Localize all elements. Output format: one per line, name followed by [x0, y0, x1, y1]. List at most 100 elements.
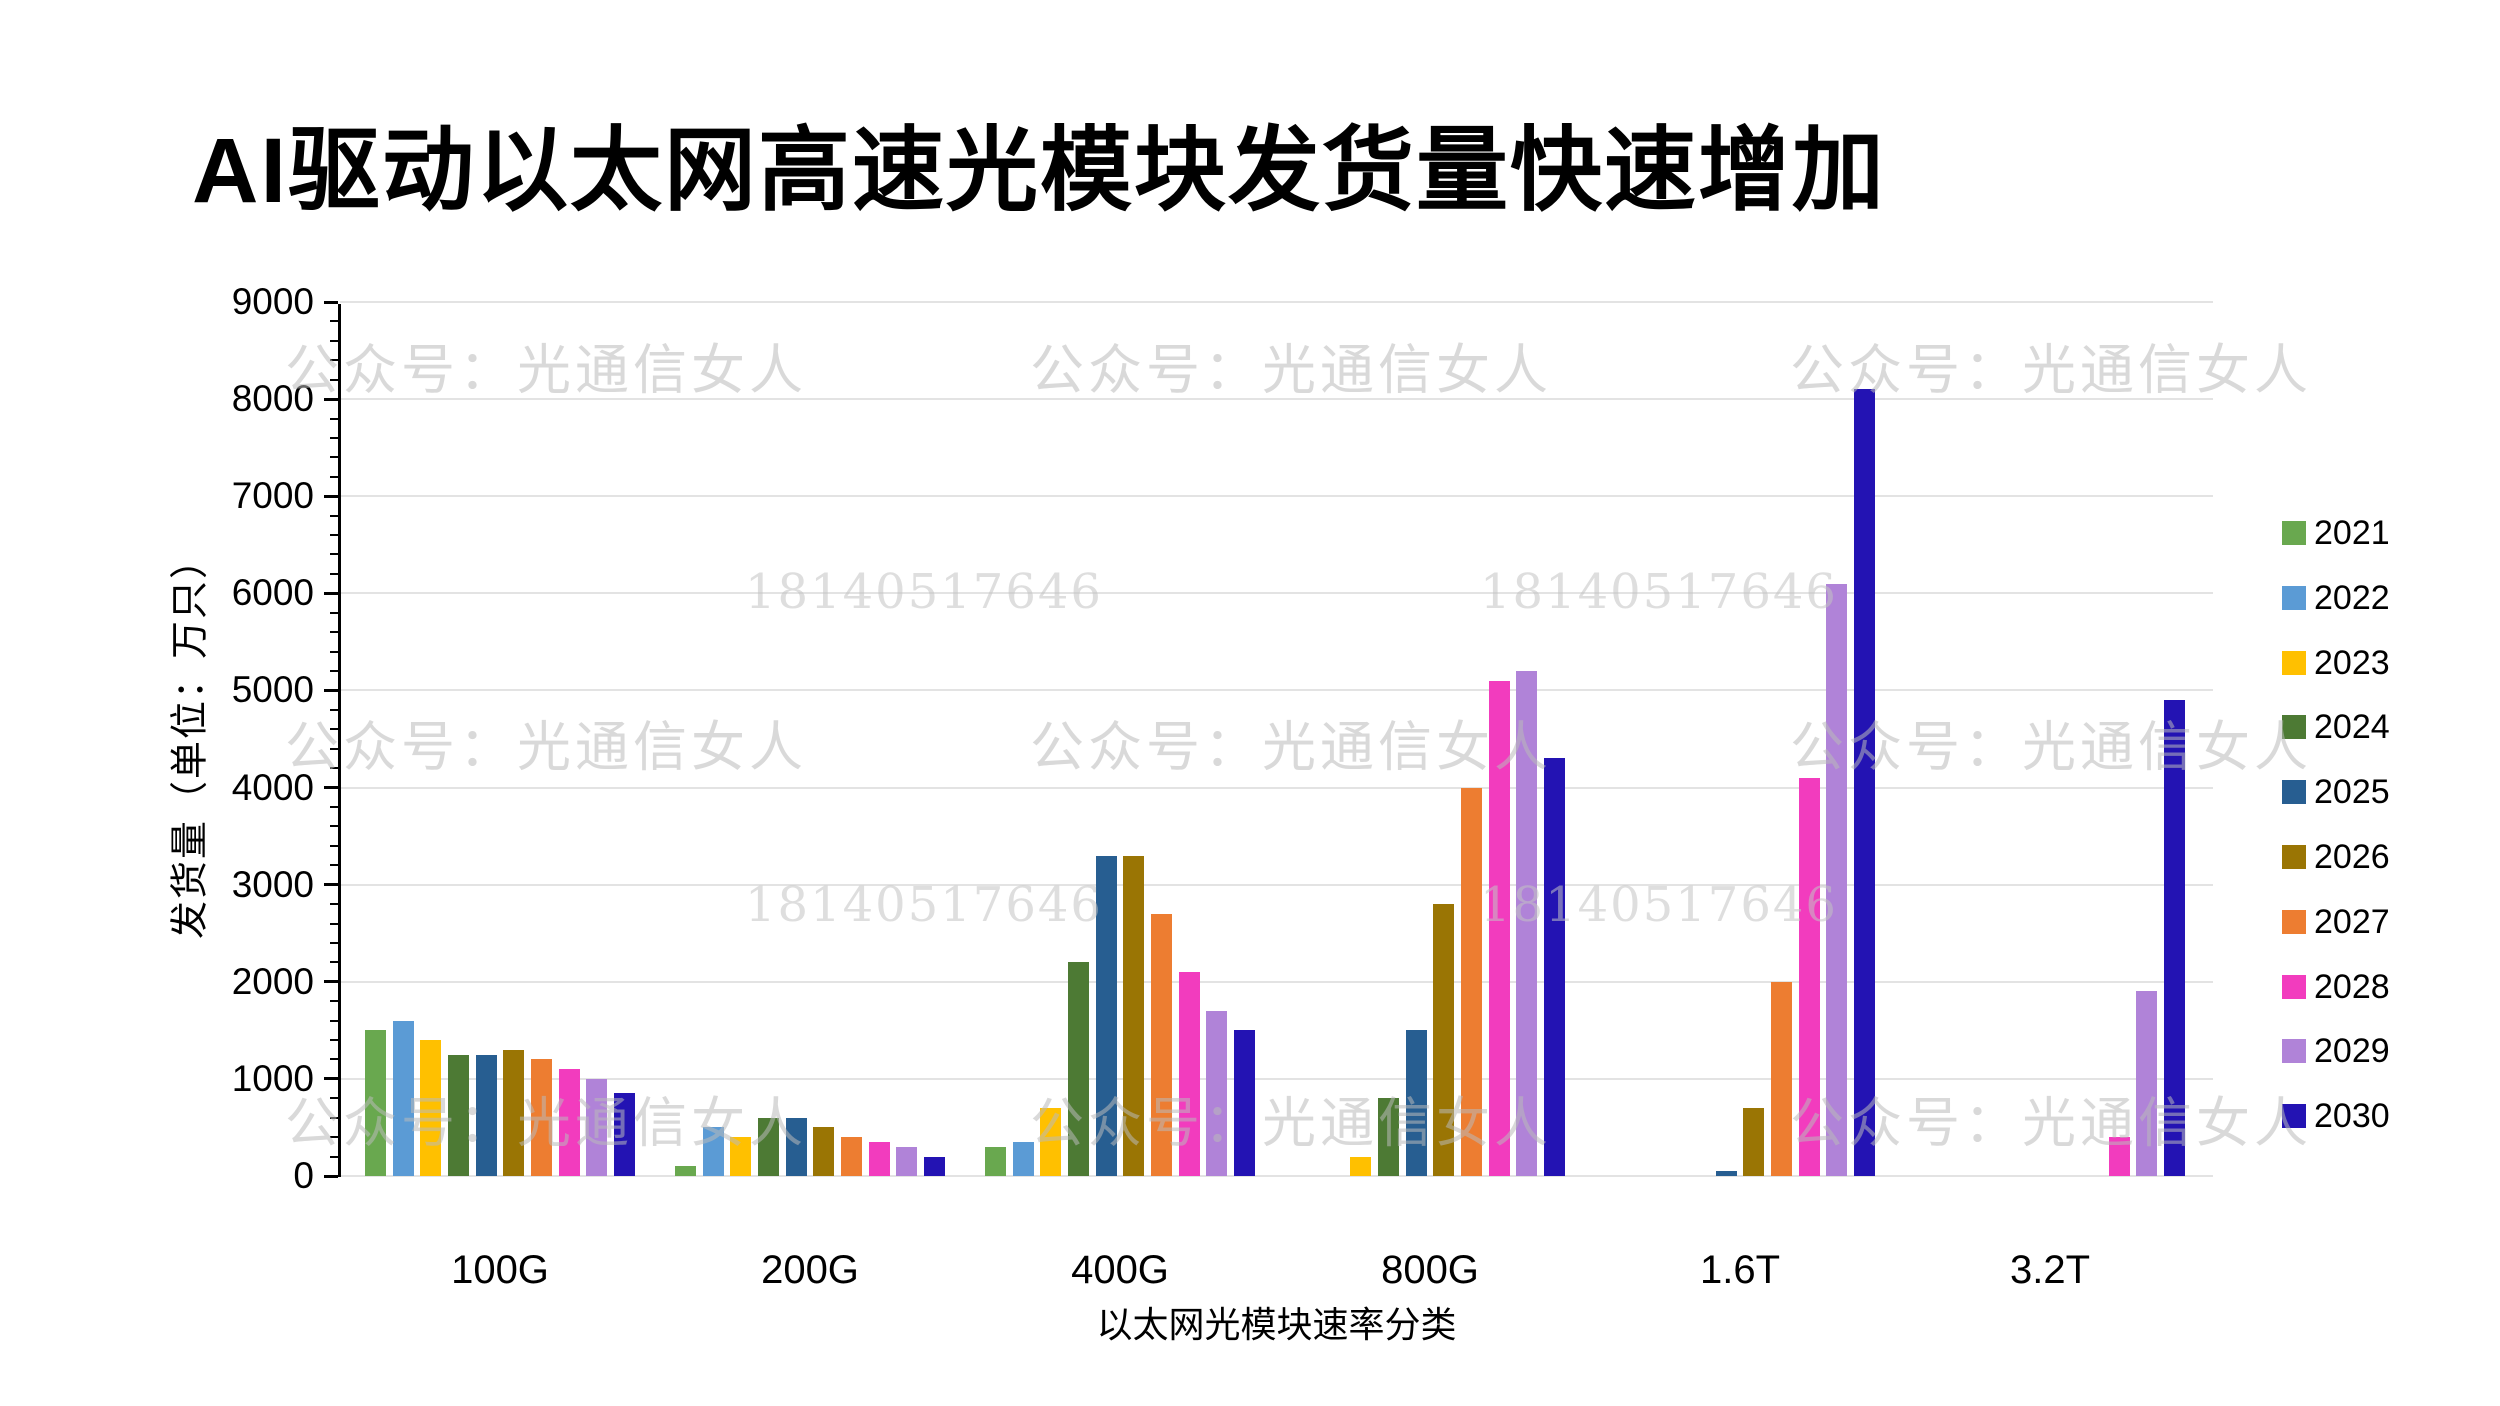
category-label-400G: 400G — [1071, 1248, 1169, 1292]
minor-tick-4400 — [330, 747, 338, 750]
minor-tick-1800 — [330, 1000, 338, 1003]
legend-swatch-2028 — [2282, 974, 2306, 999]
bar-2030-400G — [1234, 1030, 1256, 1176]
legend-label-2023: 2023 — [2314, 643, 2390, 682]
minor-tick-2600 — [330, 922, 338, 925]
legend-label-2026: 2026 — [2314, 838, 2390, 876]
bar-2029-200G — [896, 1146, 918, 1176]
bar-2023-100G — [420, 1040, 442, 1176]
legend-swatch-2021 — [2282, 521, 2306, 545]
legend-item-2023: 2023 — [2282, 646, 2390, 680]
y-tick-label-1000: 1000 — [231, 1057, 314, 1099]
minor-tick-1200 — [330, 1058, 338, 1061]
legend-label-2024: 2024 — [2314, 708, 2390, 747]
minor-tick-6400 — [330, 553, 338, 556]
bar-2030-200G — [924, 1156, 946, 1176]
bar-2023-200G — [730, 1137, 752, 1176]
bar-2025-800G — [1405, 1030, 1427, 1176]
minor-tick-6600 — [330, 534, 338, 537]
minor-tick-200 — [330, 1155, 338, 1158]
legend-swatch-2023 — [2282, 650, 2306, 675]
bar-2021-100G — [364, 1030, 386, 1176]
bar-2028-100G — [558, 1069, 580, 1176]
gridline-8000 — [340, 398, 2213, 401]
major-tick-4000 — [324, 786, 338, 790]
bar-2029-100G — [586, 1078, 608, 1176]
gridline-5000 — [340, 689, 2213, 692]
legend-item-2029: 2029 — [2282, 1034, 2390, 1068]
bar-2027-200G — [841, 1137, 863, 1176]
legend-swatch-2030 — [2282, 1104, 2306, 1129]
y-tick-label-4000: 4000 — [231, 766, 314, 808]
minor-tick-800 — [330, 1097, 338, 1100]
major-tick-7000 — [324, 494, 338, 498]
minor-tick-8400 — [330, 359, 338, 362]
major-tick-5000 — [324, 688, 338, 692]
minor-tick-2200 — [330, 961, 338, 964]
minor-tick-6800 — [330, 514, 338, 517]
category-label-1.6T: 1.6T — [1699, 1248, 1781, 1292]
minor-tick-3400 — [330, 844, 338, 847]
minor-tick-6200 — [330, 572, 338, 575]
major-tick-0 — [324, 1174, 338, 1178]
gridline-4000 — [340, 786, 2213, 789]
bar-2025-200G — [785, 1117, 807, 1176]
bar-2026-800G — [1433, 904, 1455, 1176]
bar-2025-100G — [475, 1054, 497, 1176]
bar-2030-100G — [614, 1093, 636, 1176]
minor-tick-400 — [330, 1136, 338, 1139]
bar-2025-1.6T — [1715, 1171, 1737, 1176]
y-axis-title: 发货量（单位：万只） — [169, 538, 212, 940]
y-tick-label-0: 0 — [293, 1155, 314, 1196]
category-label-200G: 200G — [761, 1248, 859, 1292]
watermark-wechat-0-0: 公众号：光通信女人 — [285, 338, 807, 402]
minor-tick-1600 — [330, 1019, 338, 1022]
gridline-3000 — [340, 883, 2213, 886]
x-axis-title: 以太网光模块速率分类 — [1096, 1304, 1457, 1345]
bar-2026-200G — [813, 1127, 835, 1176]
minor-tick-7600 — [330, 436, 338, 439]
bar-2024-200G — [757, 1117, 779, 1176]
bar-2029-3.2T — [2136, 991, 2158, 1176]
minor-tick-7400 — [330, 456, 338, 459]
bar-2028-400G — [1178, 972, 1200, 1176]
legend-item-2030: 2030 — [2282, 1099, 2390, 1133]
legend-swatch-2024 — [2282, 715, 2306, 740]
bar-2029-1.6T — [1826, 583, 1848, 1176]
legend-swatch-2029 — [2282, 1039, 2306, 1064]
bar-2023-400G — [1040, 1108, 1062, 1176]
major-tick-3000 — [324, 883, 338, 887]
legend-item-2025: 2025 — [2282, 775, 2390, 809]
bar-2027-100G — [531, 1059, 553, 1176]
minor-tick-3600 — [330, 825, 338, 828]
minor-tick-600 — [330, 1116, 338, 1119]
bar-2022-400G — [1012, 1142, 1034, 1176]
bar-2027-400G — [1151, 913, 1173, 1176]
legend-label-2021: 2021 — [2314, 514, 2390, 552]
bar-2023-800G — [1350, 1156, 1372, 1176]
legend-item-2028: 2028 — [2282, 970, 2390, 1004]
major-tick-9000 — [324, 300, 338, 304]
legend-item-2027: 2027 — [2282, 905, 2390, 939]
legend-item-2021: 2021 — [2282, 516, 2390, 550]
watermark-wechat-0-1: 公众号：光通信女人 — [1030, 338, 1552, 402]
bar-2027-800G — [1461, 787, 1483, 1176]
minor-tick-1400 — [330, 1039, 338, 1042]
bar-2022-100G — [392, 1020, 414, 1176]
bar-2029-400G — [1206, 1010, 1228, 1176]
minor-tick-8200 — [330, 378, 338, 381]
bar-2024-100G — [447, 1054, 469, 1176]
minor-tick-5600 — [330, 631, 338, 634]
bar-2028-3.2T — [2108, 1137, 2130, 1176]
bar-2027-1.6T — [1771, 981, 1793, 1176]
bar-2026-1.6T — [1743, 1108, 1765, 1176]
bar-2030-1.6T — [1854, 389, 1876, 1176]
legend-swatch-2026 — [2282, 845, 2306, 869]
y-tick-label-5000: 5000 — [231, 669, 314, 711]
minor-tick-3800 — [330, 805, 338, 808]
bar-2024-800G — [1377, 1098, 1399, 1176]
gridline-1000 — [340, 1077, 2213, 1080]
bar-2021-400G — [984, 1146, 1006, 1176]
minor-tick-4800 — [330, 708, 338, 711]
